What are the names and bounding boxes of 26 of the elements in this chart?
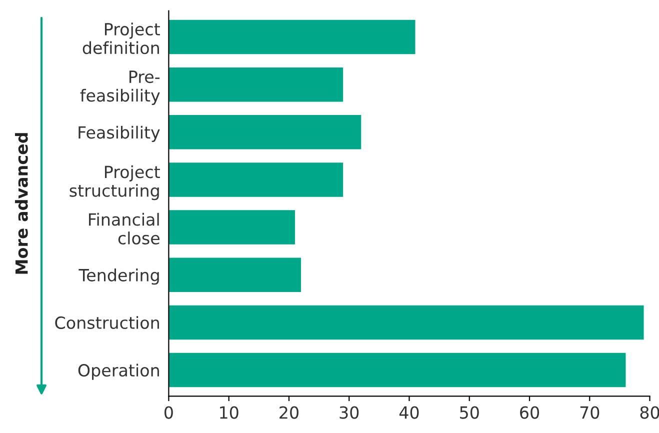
x-tick-label: 10 bbox=[220, 406, 238, 419]
bar bbox=[168, 162, 344, 197]
y-tick-label: Project structuring bbox=[70, 165, 160, 200]
bar bbox=[168, 258, 301, 292]
y-tick-label: Pre- feasibility bbox=[80, 70, 160, 105]
bar bbox=[168, 20, 416, 54]
y-axis-title: More advanced bbox=[15, 133, 28, 274]
x-tick-label: 70 bbox=[580, 406, 600, 419]
y-tick-label: Operation bbox=[78, 364, 159, 380]
x-tick-label: 80 bbox=[640, 406, 659, 419]
x-tick-label: 40 bbox=[399, 406, 419, 419]
bar bbox=[168, 115, 362, 150]
bar bbox=[168, 305, 644, 340]
x-tick-label: 20 bbox=[280, 406, 298, 419]
bar bbox=[168, 210, 295, 244]
y-tick-label: Project definition bbox=[82, 22, 160, 54]
x-tick-label: 60 bbox=[520, 406, 540, 419]
x-tick-label: 0 bbox=[164, 406, 173, 419]
y-tick-label: Financial close bbox=[89, 212, 160, 244]
x-tick-label: 30 bbox=[340, 406, 359, 419]
y-tick-label: Tendering bbox=[78, 268, 159, 285]
bar bbox=[168, 67, 344, 102]
x-tick-label: 50 bbox=[460, 406, 479, 419]
y-tick-label: Construction bbox=[55, 316, 159, 330]
bar bbox=[168, 352, 626, 388]
y-tick-label: Feasibility bbox=[78, 126, 160, 142]
